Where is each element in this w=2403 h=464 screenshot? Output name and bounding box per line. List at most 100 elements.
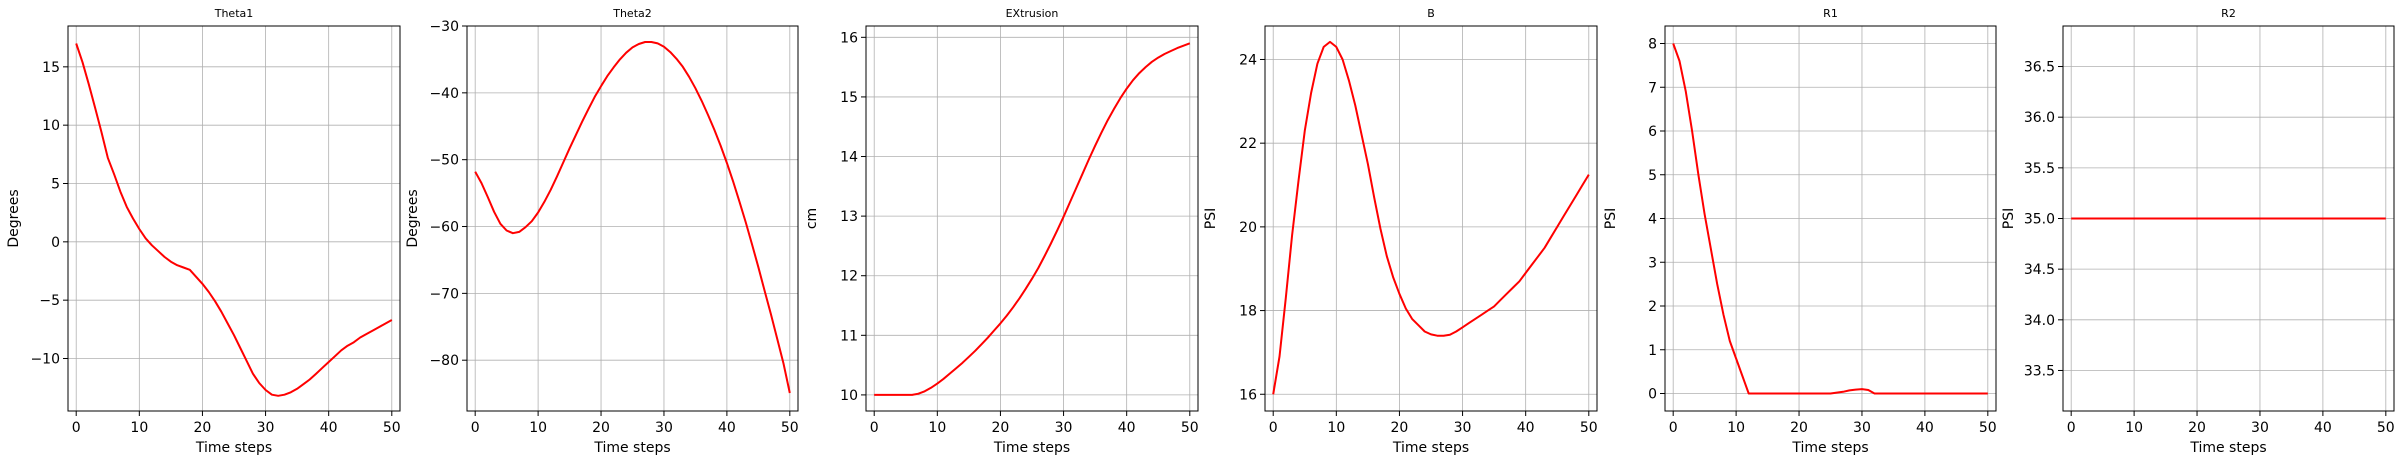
- x-tick-label: 10: [928, 420, 946, 436]
- x-axis-label: Time steps: [993, 440, 1070, 456]
- x-tick-label: 50: [1580, 420, 1598, 436]
- chart-panel: 0 10 20 30 40 50 0 1 2 3 4 5 6 7 8 R1 Time steps PSI: [1603, 7, 1997, 456]
- y-tick-label: −80: [429, 353, 459, 369]
- chart-title: R2: [2221, 7, 2236, 20]
- chart-panel: 0 10 20 30 40 50 −10 −5 0 5 10 15 Theta1 Time steps De…: [6, 7, 401, 456]
- x-tick-label: 40: [2314, 420, 2332, 436]
- x-tick-label: 20: [992, 420, 1010, 436]
- y-tick-label: 18: [1239, 304, 1257, 320]
- chart-title: EXtrusion: [1006, 7, 1059, 20]
- y-tick-label: 13: [840, 209, 858, 225]
- y-tick-label: 5: [1648, 168, 1657, 184]
- y-tick-label: 36.0: [2024, 110, 2055, 126]
- chart-title: R1: [1823, 7, 1838, 20]
- y-tick-label: 7: [1648, 80, 1657, 96]
- chart-panel: 0 10 20 30 40 50 10 11 12 13 14 15 16 EXtrusion Time s…: [804, 7, 1199, 456]
- y-tick-label: 4: [1648, 212, 1657, 228]
- x-tick-label: 30: [1055, 420, 1073, 436]
- y-tick-label: 10: [42, 118, 60, 134]
- x-tick-label: 20: [1391, 420, 1409, 436]
- x-tick-label: 20: [592, 420, 610, 436]
- y-tick-label: 16: [1239, 387, 1257, 403]
- x-axis-label: Time steps: [2189, 440, 2266, 456]
- y-axis-label: PSI: [2001, 208, 2017, 229]
- series-line: [75, 43, 393, 397]
- x-tick-label: 40: [320, 420, 338, 436]
- x-tick-label: 0: [870, 420, 879, 436]
- x-tick-label: 50: [2377, 420, 2395, 436]
- x-tick-label: 0: [72, 420, 81, 436]
- chart-title: Theta2: [612, 7, 652, 20]
- y-tick-label: −10: [30, 352, 60, 368]
- y-tick-label: 0: [1648, 387, 1657, 403]
- y-tick-label: 34.5: [2024, 262, 2055, 278]
- y-tick-label: −5: [39, 293, 60, 309]
- x-axis-label: Time steps: [1392, 440, 1469, 456]
- x-axis-label: Time steps: [195, 440, 272, 456]
- y-tick-label: 12: [840, 269, 858, 285]
- y-tick-label: 36.5: [2024, 60, 2055, 76]
- x-tick-label: 10: [1727, 420, 1745, 436]
- x-tick-label: 50: [1181, 420, 1199, 436]
- y-axis-label: PSI: [1603, 208, 1619, 229]
- x-tick-label: 0: [1669, 420, 1678, 436]
- y-tick-label: 35.5: [2024, 161, 2055, 177]
- x-tick-label: 0: [1269, 420, 1278, 436]
- x-tick-label: 20: [2188, 420, 2206, 436]
- x-tick-label: 40: [1118, 420, 1136, 436]
- x-tick-label: 0: [2067, 420, 2076, 436]
- x-tick-label: 10: [1327, 420, 1345, 436]
- chart-title: B: [1427, 7, 1435, 20]
- y-tick-label: 33.5: [2024, 363, 2055, 379]
- x-tick-label: 10: [2125, 420, 2143, 436]
- y-tick-label: −60: [429, 220, 459, 236]
- series-line: [1672, 43, 1988, 395]
- x-axis-label: Time steps: [1791, 440, 1868, 456]
- y-axis-label: cm: [804, 208, 820, 229]
- chart-panel: 0 10 20 30 40 50 −80 −70 −60 −50 −40 −30 Theta2 Time …: [405, 7, 799, 456]
- y-tick-label: 2: [1648, 299, 1657, 315]
- y-tick-label: 15: [42, 60, 60, 76]
- y-tick-label: 11: [840, 328, 858, 344]
- y-tick-label: −50: [429, 153, 459, 169]
- y-tick-label: 20: [1239, 220, 1257, 236]
- x-tick-label: 40: [1916, 420, 1934, 436]
- series-line: [874, 42, 1191, 396]
- x-tick-label: 20: [1790, 420, 1808, 436]
- x-tick-label: 30: [1853, 420, 1871, 436]
- x-tick-label: 20: [194, 420, 212, 436]
- chart-panel: 0 10 20 30 40 50 16 18 20 22 24 B Time steps PSI: [1203, 7, 1598, 456]
- axes-frame: [1264, 25, 1598, 412]
- y-tick-label: 34.0: [2024, 313, 2055, 329]
- y-axis-label: Degrees: [405, 189, 421, 247]
- x-tick-label: 40: [1517, 420, 1535, 436]
- y-tick-label: 5: [51, 177, 60, 193]
- chart-title: Theta1: [214, 7, 254, 20]
- y-tick-label: 1: [1648, 343, 1657, 359]
- series-line: [474, 41, 791, 394]
- y-tick-label: 24: [1239, 52, 1257, 68]
- y-tick-label: 6: [1648, 124, 1657, 140]
- y-tick-label: 35.0: [2024, 212, 2055, 228]
- y-tick-label: 16: [840, 30, 858, 46]
- x-tick-label: 0: [471, 420, 480, 436]
- axes-frame: [865, 25, 1199, 412]
- x-tick-label: 50: [781, 420, 799, 436]
- x-tick-label: 30: [655, 420, 673, 436]
- y-tick-label: −30: [429, 19, 459, 35]
- y-tick-label: 14: [840, 150, 858, 166]
- y-tick-label: 15: [840, 90, 858, 106]
- y-tick-label: 8: [1648, 37, 1657, 53]
- x-tick-label: 40: [718, 420, 736, 436]
- x-tick-label: 50: [1979, 420, 1997, 436]
- x-axis-label: Time steps: [593, 440, 670, 456]
- x-tick-label: 10: [529, 420, 547, 436]
- y-tick-label: 10: [840, 388, 858, 404]
- y-tick-label: 0: [51, 235, 60, 251]
- chart-panel: 0 10 20 30 40 50 33.5 34.0 34.5 35.0 35.5 36.0 36.5 R…: [2001, 7, 2395, 456]
- x-tick-label: 30: [2251, 420, 2269, 436]
- y-tick-label: 22: [1239, 136, 1257, 152]
- y-tick-label: −40: [429, 86, 459, 102]
- y-axis-label: PSI: [1203, 208, 1219, 229]
